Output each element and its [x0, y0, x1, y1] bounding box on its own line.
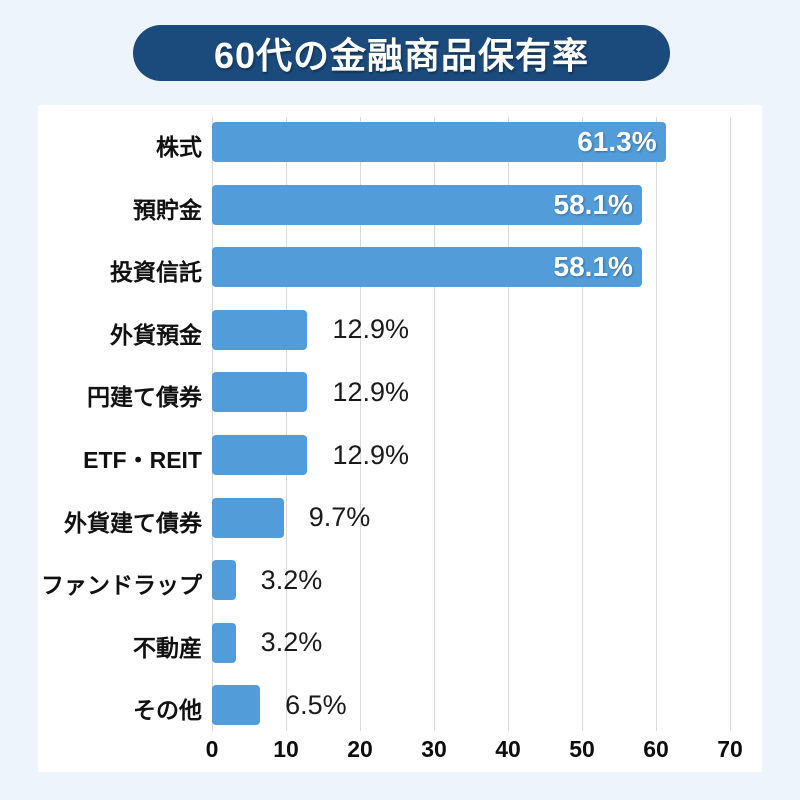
- bar-9: [212, 622, 236, 663]
- gridline-x-70: [730, 117, 731, 731]
- gridline-x-40: [508, 117, 509, 731]
- bar-5: [212, 372, 308, 413]
- x-axis-tick-label: 30: [421, 736, 447, 762]
- bar-4: [212, 309, 308, 350]
- category-label: 外貨建て債券: [64, 509, 202, 536]
- value-label: 58.1%: [553, 251, 633, 283]
- bar-1: [212, 122, 666, 162]
- bar-10: [212, 685, 261, 726]
- gridline-x-30: [434, 117, 435, 731]
- value-label: 58.1%: [553, 188, 633, 220]
- category-label: 不動産: [133, 634, 202, 661]
- chart-panel: 0 10 20 30 40 50 60 70 株式 61.3% 預貯金 58.1% 投資信託 58.1% 外…: [38, 105, 762, 772]
- value-label: 9.7%: [308, 502, 371, 533]
- category-label: その他: [133, 697, 202, 724]
- page-title: 60代の金融商品保有率: [213, 35, 590, 76]
- bar-6: [212, 435, 308, 475]
- category-label: ファンドラップ: [41, 572, 202, 599]
- x-axis-tick-label: 10: [273, 736, 299, 762]
- value-label: 6.5%: [285, 689, 347, 720]
- bar-3: [212, 247, 642, 288]
- x-axis-tick-label: 0: [205, 736, 219, 762]
- category-label: 投資信託: [110, 259, 202, 286]
- bar-8: [212, 560, 236, 601]
- chart-title-banner: 60代の金融商品保有率: [133, 25, 670, 81]
- category-label: 外貨預金: [110, 321, 202, 348]
- category-label: 預貯金: [133, 196, 202, 223]
- value-label: 61.3%: [577, 126, 657, 157]
- value-label: 12.9%: [332, 314, 410, 345]
- value-label: 12.9%: [332, 376, 410, 407]
- category-label: ETF・REIT: [83, 447, 202, 473]
- x-axis-tick-label: 70: [717, 736, 743, 762]
- gridline-x-20: [360, 117, 361, 731]
- gridline-x-10: [286, 117, 287, 731]
- x-axis-tick-label: 60: [643, 736, 669, 762]
- gridline-x-60: [656, 117, 657, 731]
- x-axis-tick-label: 40: [495, 736, 521, 762]
- gridline-x-50: [582, 117, 583, 731]
- x-axis-tick-label: 20: [347, 736, 373, 762]
- category-label: 株式: [156, 134, 202, 160]
- category-label: 円建て債券: [87, 384, 202, 411]
- value-label: 12.9%: [332, 439, 410, 470]
- value-label: 3.2%: [260, 564, 323, 595]
- x-axis-tick-label: 50: [569, 736, 595, 762]
- value-label: 3.2%: [260, 627, 323, 658]
- bar-7: [212, 497, 284, 538]
- gridline-x-0: [212, 117, 213, 731]
- bar-2: [212, 184, 642, 225]
